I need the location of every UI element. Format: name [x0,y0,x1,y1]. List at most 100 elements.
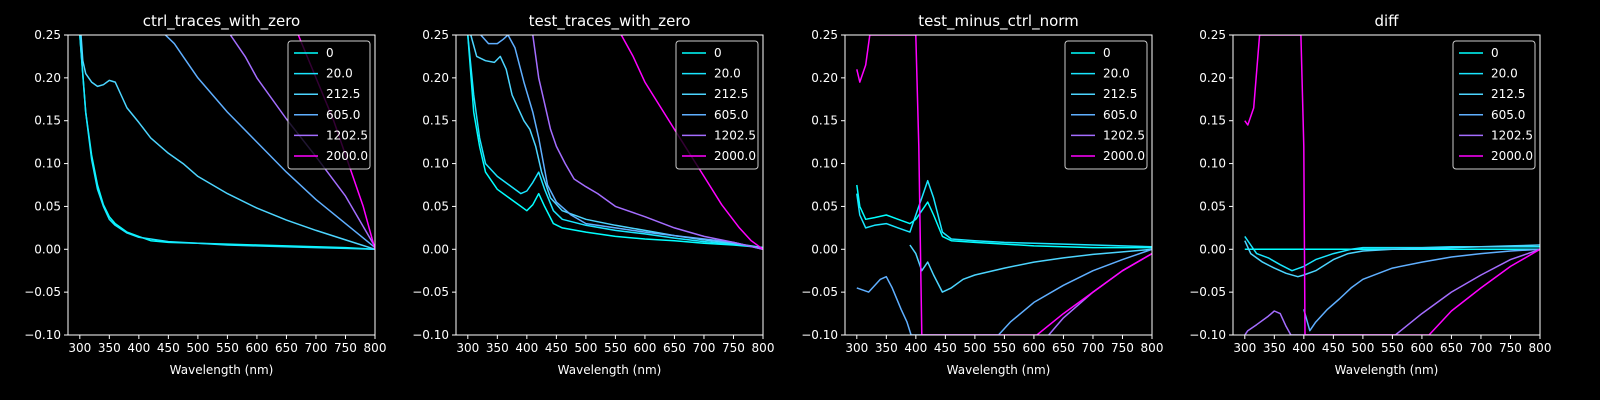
series-line-20.0 [856,179,1152,248]
x-tick-label: 800 [1529,341,1552,355]
legend-label: 212.5 [1491,87,1525,101]
y-tick-label: −0.10 [1189,328,1226,342]
series-group [1244,35,1540,335]
plot-frame [844,34,1153,336]
x-tick-label: 600 [1410,341,1433,355]
legend-label: 605.0 [326,108,360,122]
legend-label: 2000.0 [1103,149,1145,163]
legend-label: 2000.0 [714,149,756,163]
series-line-605.0 [1303,248,1540,332]
legend-label: 0 [1491,46,1499,60]
x-tick-label: 600 [633,341,656,355]
x-tick-label: 750 [1499,341,1522,355]
y-tick-label: 0.20 [1199,71,1226,85]
series-line-2000.0 [856,35,1152,335]
y-tick-label: 0.05 [811,199,838,213]
legend: 0 20.0 212.5 605.0 1202.5 2000.0 [287,40,371,170]
x-tick-label: 800 [364,341,387,355]
legend-label: 20.0 [1491,67,1518,81]
legend-label: 20.0 [714,67,741,81]
chart-panel: 300 350 400 450 500 550 600 650 700 750 800 −0.10 −0… [24,12,386,377]
chart-panel: 300 350 400 450 500 550 600 650 700 750 800 −0.10 −0… [801,12,1163,377]
series-line-212.5 [1244,240,1540,278]
legend-label: 0 [1103,46,1111,60]
x-tick-label: 400 [1292,341,1315,355]
legend-label: 605.0 [714,108,748,122]
series-line-605.0 [480,35,763,251]
x-axis-label: Wavelength (nm) [947,363,1051,377]
series-line-212.5 [909,244,1152,293]
legend-label: 212.5 [714,87,748,101]
y-tick-label: −0.05 [24,285,61,299]
series-line-0 [856,184,1152,249]
x-tick-label: 500 [186,341,209,355]
legend-label: 605.0 [1103,108,1137,122]
legend-label: 1202.5 [1103,128,1145,142]
x-tick-label: 350 [875,341,898,355]
y-tick-label: −0.10 [24,328,61,342]
x-axis-label: Wavelength (nm) [170,363,274,377]
series-line-1202.5 [1048,252,1152,335]
y-tick-label: 0.00 [811,242,838,256]
y-tick-label: 0.20 [422,71,449,85]
series-line-20.0 [79,35,375,251]
y-tick-label: −0.10 [801,328,838,342]
x-tick-label: 450 [157,341,180,355]
chart-title: ctrl_traces_with_zero [143,12,300,31]
series-line-1202.5 [1244,248,1540,335]
x-tick-label: 400 [127,341,150,355]
y-tick-label: 0.10 [1199,157,1226,171]
y-tick-label: 0.00 [34,242,61,256]
legend-label: 2000.0 [1491,149,1533,163]
y-tick-label: 0.05 [1199,199,1226,213]
x-tick-label: 800 [1141,341,1164,355]
y-tick-label: 0.25 [34,28,61,42]
x-tick-label: 450 [545,341,568,355]
y-tick-label: −0.10 [412,328,449,342]
y-tick-label: 0.25 [422,28,449,42]
y-tick-label: 0.15 [34,114,61,128]
x-tick-label: 550 [604,341,627,355]
x-tick-label: 500 [1351,341,1374,355]
series-line-20.0 [1244,235,1540,272]
x-tick-label: 700 [1470,341,1493,355]
legend-label: 0 [714,46,722,60]
y-tick-label: 0.10 [811,157,838,171]
y-tick-label: 0.15 [422,114,449,128]
y-tick-label: 0.20 [34,71,61,85]
x-tick-label: 300 [1233,341,1256,355]
x-tick-label: 300 [456,341,479,355]
y-tick-label: 0.15 [1199,114,1226,128]
x-axis-label: Wavelength (nm) [1335,363,1439,377]
plot-frame [1232,34,1541,336]
x-tick-label: 550 [216,341,239,355]
series-line-212.5 [80,35,375,251]
series-line-2000.0 [1244,35,1540,335]
legend-label: 2000.0 [326,149,368,163]
x-tick-label: 350 [486,341,509,355]
y-tick-label: −0.05 [412,285,449,299]
series-line-0 [467,35,763,249]
plot-frame [455,34,764,336]
x-tick-label: 750 [722,341,745,355]
y-tick-label: 0.10 [34,157,61,171]
y-tick-label: 0.00 [1199,242,1226,256]
x-tick-label: 600 [1022,341,1045,355]
legend-label: 1202.5 [326,128,368,142]
chart-title: test_minus_ctrl_norm [918,12,1079,31]
legend: 0 20.0 212.5 605.0 1202.5 2000.0 [675,40,759,170]
x-tick-label: 350 [1263,341,1286,355]
chart-title: test_traces_with_zero [529,12,691,31]
chart-title: diff [1374,12,1399,30]
legend-label: 20.0 [1103,67,1130,81]
y-tick-label: 0.15 [811,114,838,128]
x-tick-label: 600 [245,341,268,355]
y-tick-label: 0.25 [1199,28,1226,42]
y-tick-label: 0.25 [811,28,838,42]
x-tick-label: 300 [68,341,91,355]
x-tick-label: 550 [993,341,1016,355]
x-tick-label: 500 [574,341,597,355]
x-tick-label: 400 [515,341,538,355]
x-tick-label: 650 [1440,341,1463,355]
